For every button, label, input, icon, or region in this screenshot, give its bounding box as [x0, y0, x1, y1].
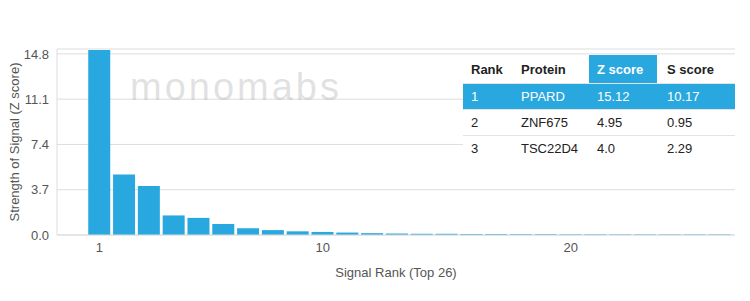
html-text:3: 3: [471, 141, 479, 156]
svg-text:20: 20: [564, 240, 578, 255]
html-text:0.95: 0.95: [667, 115, 693, 130]
svg-text:Strength of Signal (Z score): Strength of Signal (Z score): [8, 63, 22, 222]
html-text:monomabs: monomabs: [130, 66, 342, 108]
html-text:Protein: Protein: [521, 62, 566, 77]
svg-text:1: 1: [96, 240, 103, 255]
svg-text:10: 10: [315, 240, 329, 255]
html-text:ZNF675: ZNF675: [521, 115, 568, 130]
html-text:Rank: Rank: [471, 62, 503, 77]
svg-text:3.7: 3.7: [31, 182, 49, 197]
html-text:2.29: 2.29: [667, 141, 693, 156]
html-text:10.17: 10.17: [667, 89, 700, 104]
html-text:Z score: Z score: [597, 62, 644, 77]
html-text:1: 1: [471, 89, 479, 104]
html-text:S score: S score: [667, 62, 714, 77]
html-text:2: 2: [471, 115, 479, 130]
html-text:4.95: 4.95: [597, 115, 623, 130]
html-text:PPARD: PPARD: [521, 89, 565, 104]
svg-text:7.4: 7.4: [31, 137, 49, 152]
html-text:15.12: 15.12: [597, 89, 630, 104]
html-text:TSC22D4: TSC22D4: [521, 141, 579, 156]
svg-text:14.8: 14.8: [24, 47, 49, 62]
svg-text:0.0: 0.0: [31, 228, 49, 243]
svg-text:11.1: 11.1: [25, 92, 49, 107]
svg-text:Signal Rank (Top 26): Signal Rank (Top 26): [335, 265, 456, 280]
html-text:4.0: 4.0: [597, 141, 616, 156]
